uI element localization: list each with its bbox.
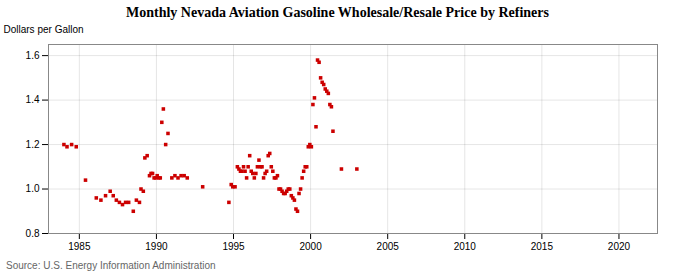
html-text:Source: U.S. Energy Informatio: Source: U.S. Energy Information Administ… xyxy=(6,260,216,271)
svg-text:2000: 2000 xyxy=(299,241,322,252)
svg-text:1995: 1995 xyxy=(222,241,245,252)
svg-text:1.4: 1.4 xyxy=(26,94,40,105)
svg-text:1.0: 1.0 xyxy=(26,183,40,194)
svg-text:0.8: 0.8 xyxy=(26,228,40,239)
svg-text:2005: 2005 xyxy=(377,241,400,252)
svg-text:1.6: 1.6 xyxy=(26,50,40,61)
svg-text:Dollars per Gallon: Dollars per Gallon xyxy=(4,24,84,35)
svg-text:1985: 1985 xyxy=(68,241,91,252)
svg-text:1990: 1990 xyxy=(145,241,168,252)
svg-text:2010: 2010 xyxy=(454,241,477,252)
svg-text:2015: 2015 xyxy=(531,241,554,252)
svg-text:1.2: 1.2 xyxy=(26,139,40,150)
svg-text:2020: 2020 xyxy=(608,241,631,252)
html-text:Monthly Nevada Aviation Gasoli: Monthly Nevada Aviation Gasoline Wholesa… xyxy=(126,5,549,20)
